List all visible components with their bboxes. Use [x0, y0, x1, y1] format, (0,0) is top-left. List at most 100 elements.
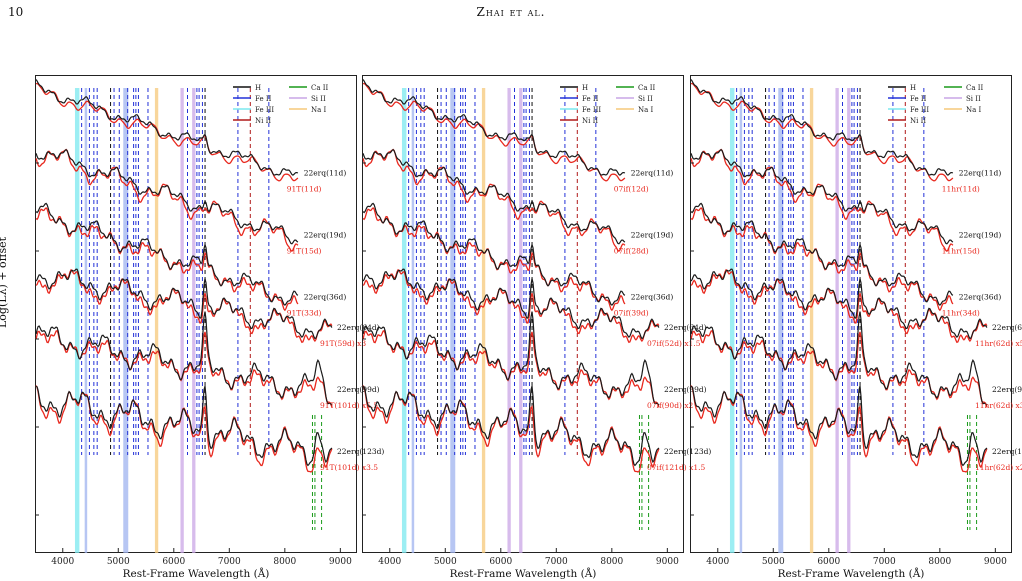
template-spectrum — [35, 82, 299, 182]
spectra-panel-11hr: H Ca II Fe II Si II Fe III Na I Ni II 22erq(11d… — [690, 75, 1022, 580]
legend-label: Ni II — [255, 117, 271, 125]
legend-label: Na I — [311, 106, 327, 114]
line-band — [123, 88, 129, 553]
observed-label: 22erq(99d) — [337, 385, 380, 394]
legend-label: H — [910, 84, 916, 92]
legend-label: Ni II — [910, 117, 926, 125]
observed-spectrum — [690, 202, 954, 306]
observed-label: 22erq(19d) — [304, 230, 347, 239]
observed-spectrum — [35, 385, 333, 467]
observed-spectrum — [362, 385, 660, 467]
line-band — [729, 88, 735, 553]
observed-spectrum — [690, 385, 988, 467]
legend-label: Fe II — [910, 95, 927, 103]
line-band — [809, 88, 814, 553]
observed-spectrum — [35, 268, 333, 340]
legend-label: Fe III — [910, 106, 929, 114]
running-header: Zhai et al. — [476, 5, 546, 19]
legend-label: Fe II — [255, 95, 272, 103]
observed-label: 22erq(36d) — [304, 292, 347, 301]
plot-frame — [362, 75, 684, 553]
observed-spectrum — [362, 79, 626, 176]
observed-label: 22erq(19d) — [959, 230, 1002, 239]
observed-label: 22erq(11d) — [959, 168, 1002, 177]
plot-frame — [35, 75, 357, 553]
legend-label: Na I — [638, 106, 654, 114]
x-tick-label: 5000 — [107, 557, 130, 567]
x-tick-label: 7000 — [545, 557, 568, 567]
line-band — [401, 88, 407, 553]
observed-label: 22erq(11d) — [631, 168, 674, 177]
template-label: 91T(11d) — [287, 184, 322, 193]
x-tick-label: 4000 — [706, 557, 729, 567]
observed-spectrum — [35, 148, 299, 245]
line-band — [481, 88, 486, 553]
legend-label: Na I — [966, 106, 982, 114]
x-tick-label: 6000 — [817, 557, 840, 567]
observed-spectrum — [362, 268, 660, 340]
observed-label: 22erq(99d) — [992, 385, 1022, 394]
template-label: 11hr(15d) — [942, 246, 980, 255]
x-tick-label: 8000 — [273, 557, 296, 567]
template-label: 91T(59d) x3 — [320, 339, 366, 348]
legend-label: H — [582, 84, 588, 92]
plot-frame — [690, 75, 1012, 553]
x-tick-label: 7000 — [873, 557, 896, 567]
legend-label: Ca II — [966, 84, 984, 92]
x-tick-label: 8000 — [928, 557, 951, 567]
line-band — [739, 88, 743, 553]
legend-label: Fe III — [255, 106, 274, 114]
y-axis-label: Log(Lλ) + offset — [0, 236, 9, 328]
line-band — [74, 88, 80, 553]
line-band — [450, 88, 456, 553]
legend-label: Fe III — [582, 106, 601, 114]
observed-spectrum — [690, 268, 988, 340]
x-tick-label: 6000 — [162, 557, 185, 567]
template-spectrum — [690, 82, 954, 182]
legend-label: Ni II — [582, 117, 598, 125]
observed-spectrum — [362, 148, 626, 245]
template-label: 07if(90d) x2 — [647, 401, 694, 410]
x-tick-label: 8000 — [600, 557, 623, 567]
x-axis-label: Rest-Frame Wavelength (Å) — [123, 566, 270, 580]
template-label: 91T(101d) x3.5 — [320, 463, 378, 472]
template-label: 11hr(62d) x5 — [975, 339, 1022, 348]
spectra-chart: H Ca II Fe II Si II Fe III Na I Ni II 22erq(11d… — [362, 75, 711, 580]
legend-label: Si II — [638, 95, 653, 103]
line-band — [84, 88, 88, 553]
observed-label: 22erq(99d) — [664, 385, 707, 394]
observed-label: 22erq(123d) — [337, 447, 384, 456]
x-tick-label: 5000 — [762, 557, 785, 567]
observed-label: 22erq(123d) — [992, 447, 1022, 456]
observed-label: 22erq(123d) — [664, 447, 711, 456]
x-tick-label: 9000 — [656, 557, 679, 567]
line-band — [847, 88, 851, 553]
template-label: 11hr(62d) x3 — [975, 401, 1022, 410]
x-axis-label: Rest-Frame Wavelength (Å) — [778, 566, 925, 580]
legend-label: Si II — [311, 95, 326, 103]
observed-spectrum — [362, 311, 660, 406]
template-label: 07if(12d) — [614, 184, 649, 193]
x-tick-label: 9000 — [329, 557, 352, 567]
legend-label: H — [255, 84, 261, 92]
line-band — [519, 88, 523, 553]
observed-spectrum — [35, 202, 299, 306]
observed-spectrum — [690, 148, 954, 245]
legend-label: Fe II — [582, 95, 599, 103]
x-tick-label: 4000 — [378, 557, 401, 567]
spectra-chart: H Ca II Fe II Si II Fe III Na I Ni II 22erq(11d… — [35, 75, 384, 580]
template-label: 11hr(34d) — [942, 308, 980, 317]
x-tick-label: 9000 — [984, 557, 1007, 567]
observed-label: 22erq(19d) — [631, 230, 674, 239]
line-band — [507, 88, 511, 553]
legend-label: Ca II — [311, 84, 329, 92]
x-tick-label: 6000 — [489, 557, 512, 567]
page-number: 10 — [8, 5, 24, 19]
legend-label: Si II — [966, 95, 981, 103]
observed-label: 22erq(64d) — [337, 323, 380, 332]
template-label: 07if(28d) — [614, 246, 649, 255]
spectra-panel-91T: H Ca II Fe II Si II Fe III Na I Ni II 22erq(11d… — [35, 75, 384, 580]
observed-label: 22erq(64d) — [992, 323, 1022, 332]
template-label: 07if(121d) x1.5 — [647, 463, 705, 472]
line-band — [192, 88, 196, 553]
